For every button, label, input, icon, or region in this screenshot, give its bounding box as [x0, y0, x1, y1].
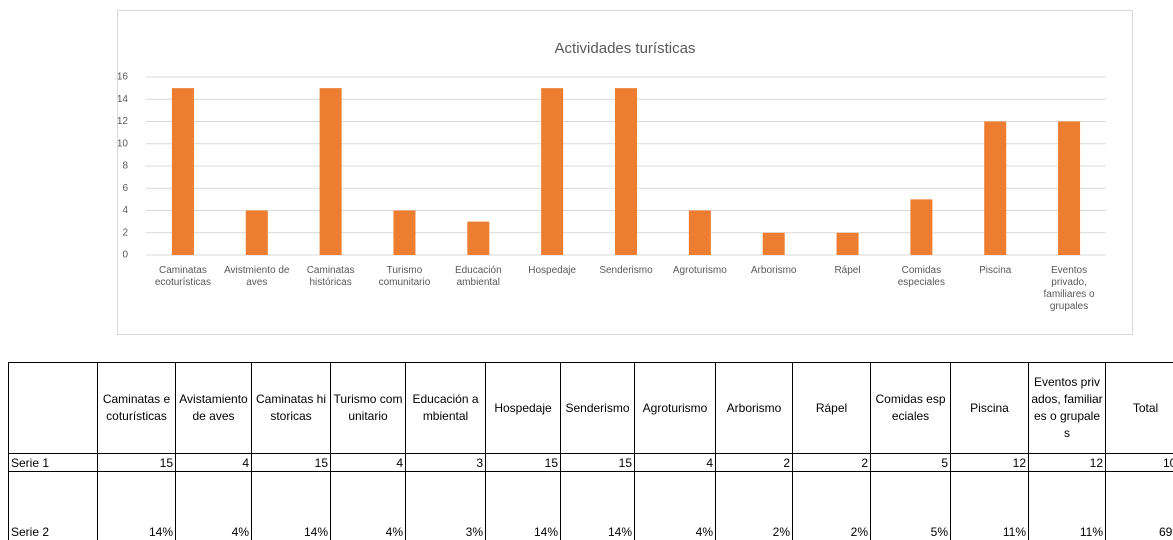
- value-cell: 14%: [560, 471, 635, 540]
- row-label: Serie 2: [8, 471, 98, 540]
- bar: [836, 232, 859, 255]
- corner-cell: [8, 362, 98, 454]
- bar: [245, 210, 268, 255]
- row-label: Serie 1: [8, 453, 98, 472]
- y-tick-label: 0: [122, 250, 128, 261]
- value-cell: 2%: [792, 471, 871, 540]
- bar: [171, 88, 194, 255]
- value-cell: 3: [405, 453, 486, 472]
- value-cell: 15: [251, 453, 331, 472]
- x-tick-label: Senderismo: [599, 265, 653, 276]
- value-cell: 4%: [330, 471, 406, 540]
- header-cell: Agroturismo: [634, 362, 716, 454]
- y-tick-label: 12: [118, 116, 128, 127]
- chart-title: Actividades turísticas: [555, 40, 696, 57]
- value-cell: 14%: [97, 471, 176, 540]
- x-tick-label: Educación ambiental: [454, 265, 502, 288]
- x-tick-label: Turismo comunitario: [378, 265, 431, 288]
- bar: [319, 88, 342, 255]
- value-cell: 15: [97, 453, 176, 472]
- value-cell: 15: [485, 453, 561, 472]
- y-tick-label: 16: [118, 72, 128, 83]
- chart: Actividades turísticas 0 2 4 6 8 10 12 14 16: [118, 40, 1106, 261]
- y-tick-label: 10: [118, 138, 128, 149]
- value-cell: 5%: [870, 471, 951, 540]
- x-tick-label: Hospedaje: [528, 265, 577, 276]
- value-cell: 4%: [175, 471, 252, 540]
- y-tick-label: 4: [122, 205, 128, 216]
- value-cell: 4: [330, 453, 406, 472]
- bar: [393, 210, 416, 255]
- value-cell: 4: [175, 453, 252, 472]
- y-tick-label: 14: [118, 94, 128, 105]
- x-tick-label: Agroturismo: [672, 265, 727, 276]
- header-cell: Educación ambiental: [405, 362, 486, 454]
- value-cell: 4%: [634, 471, 716, 540]
- bar: [762, 232, 785, 255]
- header-cell: Caminatas historicas: [251, 362, 331, 454]
- value-cell: 69%: [1105, 471, 1173, 540]
- x-tick-label: Rápel: [834, 265, 861, 276]
- header-cell: Piscina: [950, 362, 1029, 454]
- value-cell: 2%: [715, 471, 793, 540]
- header-cell: Eventos privados, familiares o grupales: [1028, 362, 1106, 454]
- header-cell: Senderismo: [560, 362, 635, 454]
- bar: [910, 199, 933, 255]
- value-cell: 2: [792, 453, 871, 472]
- value-cell: 3%: [405, 471, 486, 540]
- x-tick-label: Caminatas ecoturísticas: [154, 265, 211, 288]
- bar: [984, 121, 1007, 255]
- header-cell: Comidas especiales: [870, 362, 951, 454]
- value-cell: 2: [715, 453, 793, 472]
- chart-frame: Actividades turísticas 0 2 4 6 8 10 12 14 16 Cam…: [117, 10, 1133, 335]
- header-cell: Avistamiento de aves: [175, 362, 252, 454]
- value-cell: 5: [870, 453, 951, 472]
- value-cell: 14%: [485, 471, 561, 540]
- header-cell: Rápel: [792, 362, 871, 454]
- value-cell: 14%: [251, 471, 331, 540]
- data-table: Caminatas ecoturísticas Avistamiento de a…: [8, 362, 1173, 540]
- header-cell: Caminatas ecoturísticas: [97, 362, 176, 454]
- value-cell: 12: [1028, 453, 1106, 472]
- bar: [467, 221, 490, 255]
- x-tick-label: Eventos privado, familiares o grupales: [1043, 265, 1095, 312]
- y-tick-label: 8: [122, 161, 128, 172]
- x-tick-label: Avistmiento de aves: [224, 265, 290, 288]
- value-cell: 11%: [1028, 471, 1106, 540]
- value-cell: 12: [950, 453, 1029, 472]
- x-tick-label: Arborismo: [750, 265, 797, 276]
- bar: [688, 210, 711, 255]
- x-tick-label: Caminatas históricas: [306, 265, 355, 288]
- bar: [541, 88, 564, 255]
- header-cell: Turismo comunitario: [330, 362, 406, 454]
- value-cell: 15: [560, 453, 635, 472]
- header-cell: Total: [1105, 362, 1173, 454]
- value-cell: 4: [634, 453, 716, 472]
- bar: [615, 88, 637, 255]
- x-tick-label: Comidas especiales: [897, 265, 945, 288]
- value-cell: 108: [1105, 453, 1173, 472]
- header-cell: Arborismo: [715, 362, 793, 454]
- bar: [1058, 121, 1081, 255]
- header-cell: Hospedaje: [485, 362, 561, 454]
- x-tick-label: Piscina: [979, 265, 1012, 276]
- y-tick-label: 6: [122, 183, 128, 194]
- y-tick-label: 2: [122, 227, 128, 238]
- value-cell: 11%: [950, 471, 1029, 540]
